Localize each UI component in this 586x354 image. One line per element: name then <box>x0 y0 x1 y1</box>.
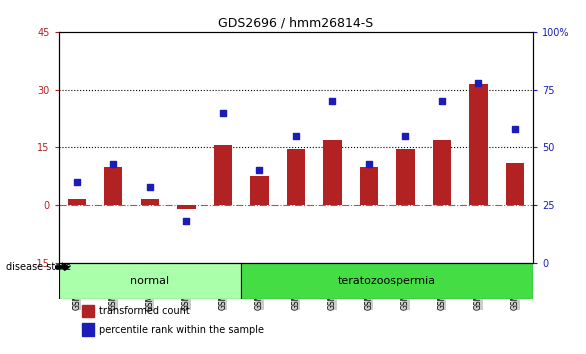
FancyBboxPatch shape <box>241 263 533 299</box>
Point <box>401 133 410 139</box>
Bar <box>250 176 268 205</box>
Point <box>364 161 374 166</box>
Text: percentile rank within the sample: percentile rank within the sample <box>99 325 264 335</box>
Bar <box>141 199 159 205</box>
Bar <box>469 84 488 205</box>
Bar <box>396 149 415 205</box>
Point <box>474 80 483 86</box>
Bar <box>104 167 122 205</box>
Bar <box>68 199 86 205</box>
Point <box>291 133 301 139</box>
Point <box>145 184 155 189</box>
Bar <box>360 167 378 205</box>
Point <box>510 126 520 132</box>
Point <box>108 161 118 166</box>
Text: teratozoospermia: teratozoospermia <box>338 276 436 286</box>
Bar <box>287 149 305 205</box>
Bar <box>433 140 451 205</box>
Point <box>218 110 227 115</box>
FancyBboxPatch shape <box>59 263 241 299</box>
Text: normal: normal <box>130 276 169 286</box>
Bar <box>82 324 94 336</box>
Point <box>255 168 264 173</box>
Text: transformed count: transformed count <box>99 306 190 316</box>
Bar <box>506 163 524 205</box>
Point <box>437 98 447 104</box>
Title: GDS2696 / hmm26814-S: GDS2696 / hmm26814-S <box>219 16 373 29</box>
Text: disease state: disease state <box>6 262 71 272</box>
Point <box>328 98 337 104</box>
Bar <box>214 145 232 205</box>
Bar <box>177 205 196 209</box>
Bar <box>323 140 342 205</box>
Point <box>182 218 191 224</box>
Bar <box>82 305 94 317</box>
Point <box>72 179 81 185</box>
